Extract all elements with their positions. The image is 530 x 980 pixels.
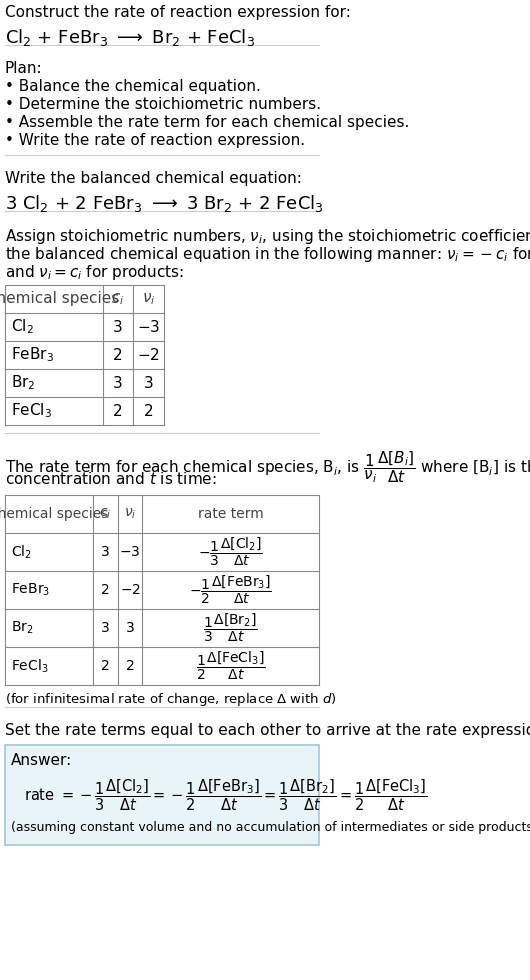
Text: $-\dfrac{1}{2}\dfrac{\Delta[\mathrm{FeBr}_3]}{\Delta t}$: $-\dfrac{1}{2}\dfrac{\Delta[\mathrm{FeBr… — [189, 574, 272, 607]
Text: 3: 3 — [101, 545, 110, 559]
Text: 3 Cl$_2$ + 2 FeBr$_3$ $\longrightarrow$ 3 Br$_2$ + 2 FeCl$_3$: 3 Cl$_2$ + 2 FeBr$_3$ $\longrightarrow$ … — [5, 193, 324, 214]
Text: $-$3: $-$3 — [137, 319, 160, 335]
Text: Cl$_2$ + FeBr$_3$ $\longrightarrow$ Br$_2$ + FeCl$_3$: Cl$_2$ + FeBr$_3$ $\longrightarrow$ Br$_… — [5, 27, 255, 48]
Text: concentration and $t$ is time:: concentration and $t$ is time: — [5, 471, 217, 487]
Text: • Determine the stoichiometric numbers.: • Determine the stoichiometric numbers. — [5, 97, 321, 112]
Text: • Balance the chemical equation.: • Balance the chemical equation. — [5, 79, 261, 94]
Text: 3: 3 — [101, 621, 110, 635]
Text: (assuming constant volume and no accumulation of intermediates or side products): (assuming constant volume and no accumul… — [11, 821, 530, 834]
Text: 2: 2 — [101, 583, 110, 597]
Text: • Assemble the rate term for each chemical species.: • Assemble the rate term for each chemic… — [5, 115, 409, 130]
Text: $-$2: $-$2 — [120, 583, 140, 597]
Text: Plan:: Plan: — [5, 61, 42, 76]
Text: and $\nu_i = c_i$ for products:: and $\nu_i = c_i$ for products: — [5, 263, 184, 282]
Text: 3: 3 — [144, 375, 153, 390]
Text: $c_i$: $c_i$ — [100, 507, 112, 521]
Text: rate term: rate term — [198, 507, 263, 521]
Text: (for infinitesimal rate of change, replace $\Delta$ with $d$): (for infinitesimal rate of change, repla… — [5, 691, 337, 708]
Text: FeBr$_3$: FeBr$_3$ — [11, 346, 54, 365]
Text: Set the rate terms equal to each other to arrive at the rate expression:: Set the rate terms equal to each other t… — [5, 723, 530, 738]
Text: the balanced chemical equation in the following manner: $\nu_i = -c_i$ for react: the balanced chemical equation in the fo… — [5, 245, 530, 264]
Text: 3: 3 — [113, 319, 123, 334]
Text: FeCl$_3$: FeCl$_3$ — [11, 402, 52, 420]
FancyBboxPatch shape — [5, 745, 319, 845]
Text: $\dfrac{1}{3}\dfrac{\Delta[\mathrm{Br}_2]}{\Delta t}$: $\dfrac{1}{3}\dfrac{\Delta[\mathrm{Br}_2… — [204, 612, 258, 644]
Text: $-\dfrac{1}{3}\dfrac{\Delta[\mathrm{Cl}_2]}{\Delta t}$: $-\dfrac{1}{3}\dfrac{\Delta[\mathrm{Cl}_… — [198, 536, 263, 568]
Text: $\nu_i$: $\nu_i$ — [142, 291, 155, 307]
Text: Cl$_2$: Cl$_2$ — [11, 318, 34, 336]
Text: $c_i$: $c_i$ — [111, 291, 125, 307]
Text: Construct the rate of reaction expression for:: Construct the rate of reaction expressio… — [5, 5, 351, 20]
Text: 2: 2 — [101, 659, 110, 673]
Text: The rate term for each chemical species, B$_i$, is $\dfrac{1}{\nu_i}\dfrac{\Delt: The rate term for each chemical species,… — [5, 449, 530, 485]
Text: $\dfrac{1}{2}\dfrac{\Delta[\mathrm{FeCl}_3]}{\Delta t}$: $\dfrac{1}{2}\dfrac{\Delta[\mathrm{FeCl}… — [196, 650, 266, 682]
Text: chemical species: chemical species — [0, 291, 119, 307]
Text: 2: 2 — [126, 659, 135, 673]
Text: rate $= -\dfrac{1}{3}\dfrac{\Delta[\mathrm{Cl}_2]}{\Delta t} = -\dfrac{1}{2}\dfr: rate $= -\dfrac{1}{3}\dfrac{\Delta[\math… — [24, 777, 428, 812]
Text: Answer:: Answer: — [11, 753, 72, 768]
Text: $-$3: $-$3 — [119, 545, 140, 559]
Text: $-$2: $-$2 — [137, 347, 160, 363]
Text: FeCl$_3$: FeCl$_3$ — [11, 658, 49, 674]
Text: 2: 2 — [144, 404, 153, 418]
Text: • Write the rate of reaction expression.: • Write the rate of reaction expression. — [5, 133, 305, 148]
Text: 2: 2 — [113, 404, 122, 418]
Text: 3: 3 — [113, 375, 123, 390]
Text: Br$_2$: Br$_2$ — [11, 373, 36, 392]
Text: Write the balanced chemical equation:: Write the balanced chemical equation: — [5, 171, 302, 186]
Text: 3: 3 — [126, 621, 135, 635]
Text: Cl$_2$: Cl$_2$ — [11, 543, 32, 561]
Text: FeBr$_3$: FeBr$_3$ — [11, 582, 50, 598]
Text: Br$_2$: Br$_2$ — [11, 619, 33, 636]
Text: Assign stoichiometric numbers, $\nu_i$, using the stoichiometric coefficients, $: Assign stoichiometric numbers, $\nu_i$, … — [5, 227, 530, 246]
Text: $\nu_i$: $\nu_i$ — [124, 507, 136, 521]
Text: chemical species: chemical species — [0, 507, 108, 521]
Text: 2: 2 — [113, 348, 122, 363]
